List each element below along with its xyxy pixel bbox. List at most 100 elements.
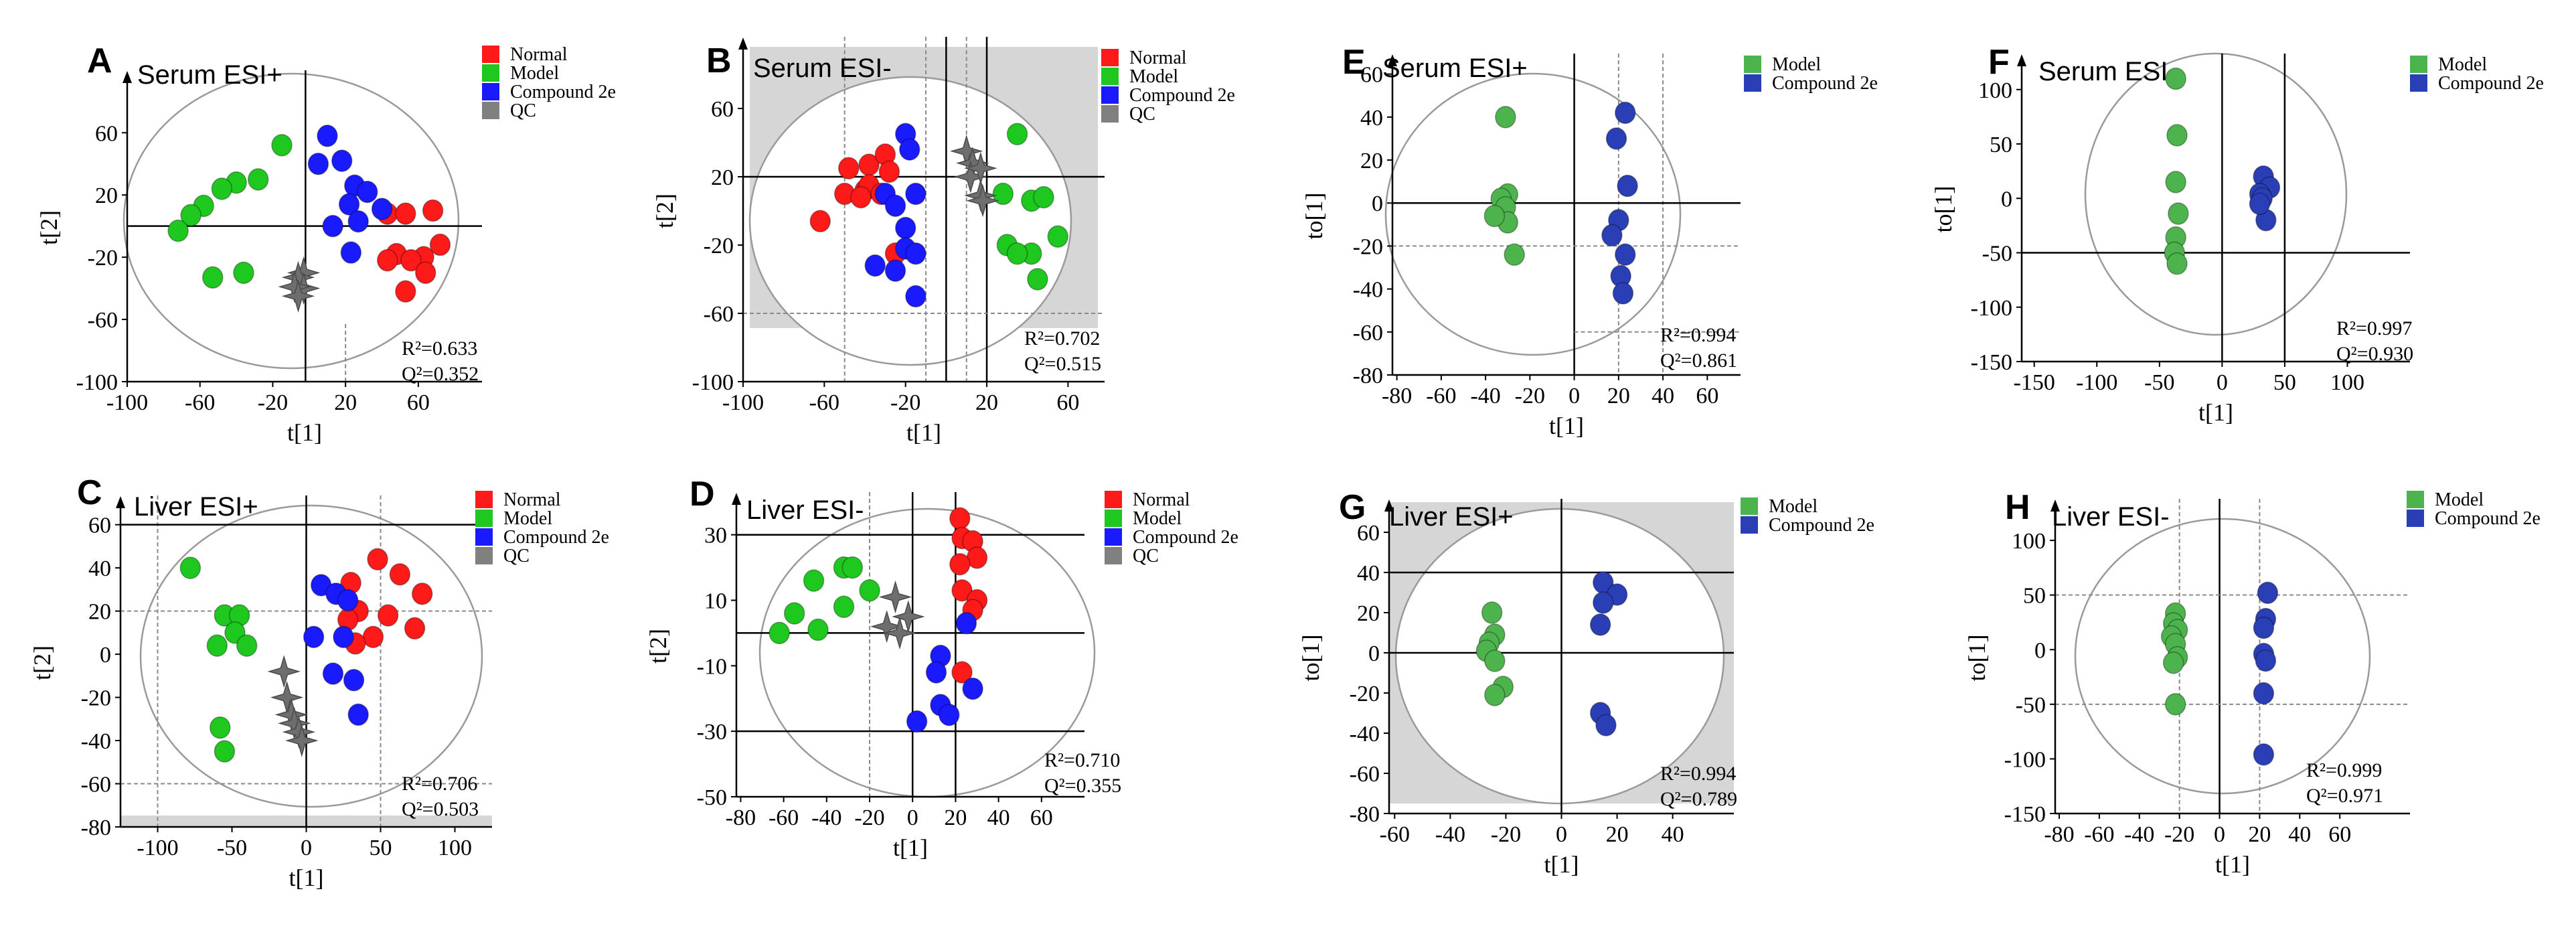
- y-axis-arrow-icon: [123, 71, 132, 83]
- x-tick-label: -60: [769, 805, 799, 830]
- scatter-point-compound-2e: [1617, 174, 1638, 198]
- y-tick-label: 60: [1360, 63, 1383, 88]
- scatter-point-compound-2e: [962, 677, 983, 700]
- y-tick-label: 40: [1357, 561, 1380, 586]
- panel-title: Liver ESI-: [2052, 502, 2170, 532]
- y-tick-label: 60: [1357, 521, 1380, 546]
- x-tick-label: 20: [1607, 384, 1630, 408]
- y-tick-label: 100: [1978, 78, 2012, 103]
- x-tick-label: -20: [1515, 384, 1545, 408]
- x-tick-label: 20: [1606, 822, 1629, 847]
- scatter-point-normal: [850, 185, 872, 209]
- y-axis-arrow-icon: [1388, 54, 1397, 66]
- scatter-point-compound-2e: [1589, 613, 1611, 636]
- x-tick-label: -150: [2014, 370, 2055, 395]
- qc-star-point: [267, 655, 301, 688]
- x-tick-label: -60: [1426, 384, 1456, 408]
- legend-swatch: [1105, 491, 1122, 508]
- confidence-ellipse: [2084, 52, 2348, 336]
- scatter-point-compound-2e: [347, 703, 369, 726]
- scatter-point-model: [769, 621, 790, 645]
- y-tick-label: -20: [704, 234, 734, 258]
- qc-star-point: [883, 616, 916, 650]
- scatter-point-model: [2166, 124, 2188, 147]
- scatter-point-model: [803, 569, 825, 592]
- x-tick-label: 40: [1652, 384, 1674, 408]
- y-tick-label: -80: [81, 816, 111, 840]
- scatter-point-compound-2e: [331, 149, 353, 172]
- scatter-point-model: [2165, 67, 2186, 90]
- y-tick-label: -10: [697, 654, 727, 679]
- y-tick-label: -100: [1971, 296, 2012, 321]
- scatter-point-model: [211, 177, 233, 200]
- x-axis-label: t[1]: [2215, 851, 2250, 878]
- y-tick-label: 40: [1360, 106, 1383, 131]
- y-tick-label: -40: [81, 729, 111, 754]
- scatter-point-compound-2e: [340, 241, 362, 264]
- confidence-ellipse: [1394, 508, 1725, 805]
- y-tick-label: 100: [2012, 529, 2046, 554]
- scatter-point-model: [167, 219, 189, 242]
- scatter-point-model: [1504, 243, 1525, 266]
- y-tick-label: 30: [704, 524, 727, 548]
- r2-stat: R²=0.994: [1660, 324, 1736, 346]
- panel-e: -80 -60 -40 -20 0 20 40 60 60 40 20 0 -20 -40 -60 -80 t[…: [1301, 43, 1878, 439]
- x-tick-label: -80: [1382, 384, 1412, 408]
- panel-d: -80 -60 -40 -20 0 20 40 60 30 10 -10 -30 -50 t[1] t[2]…: [645, 475, 1238, 861]
- x-tick-label: -40: [2124, 822, 2154, 847]
- confidence-ellipse: [1384, 72, 1682, 356]
- y-tick-label: -100: [76, 370, 118, 395]
- y-tick-label: -20: [1353, 234, 1383, 259]
- scatter-point-normal: [429, 233, 451, 256]
- y-axis-arrow-icon: [738, 37, 748, 50]
- scatter-point-compound-2e: [1601, 224, 1623, 247]
- x-tick-label: 20: [944, 805, 967, 830]
- legend-swatch: [1744, 74, 1761, 92]
- scatter-point-normal: [377, 604, 399, 627]
- x-tick-label: -20: [890, 390, 920, 415]
- legend-label: Compound 2e: [1769, 515, 1874, 536]
- legend-swatch: [475, 528, 493, 546]
- legend-swatch: [1105, 528, 1122, 546]
- y-axis-arrow-icon: [2050, 499, 2060, 512]
- y-tick-label: -40: [1350, 722, 1380, 747]
- x-tick-label: 20: [2248, 822, 2271, 847]
- x-tick-label: 100: [438, 836, 472, 860]
- scatter-point-compound-2e: [2253, 682, 2275, 705]
- panel-h: -80 -60 -40 -20 0 20 40 60 100 50 0 -50 -100 -150 t[1]…: [1963, 488, 2541, 878]
- x-tick-label: -40: [1435, 822, 1465, 847]
- x-tick-label: -40: [1470, 384, 1500, 408]
- qc-star-point: [870, 610, 904, 643]
- scatter-point-normal: [411, 583, 433, 605]
- scatter-point-normal: [376, 249, 398, 272]
- scatter-point-model: [1495, 106, 1516, 129]
- scatter-point-normal: [878, 160, 900, 183]
- y-tick-label: -150: [2004, 802, 2046, 827]
- legend-swatch: [1101, 68, 1119, 85]
- legend-label: QC: [1129, 104, 1155, 125]
- qc-star-point: [285, 724, 319, 757]
- x-tick-label: 60: [1030, 805, 1053, 830]
- y-tick-label: -60: [1353, 321, 1383, 345]
- legend-label: QC: [503, 546, 530, 566]
- y-tick-label: -80: [1350, 802, 1380, 827]
- y-axis-label: t[2]: [35, 210, 62, 245]
- y-tick-label: 0: [1368, 641, 1380, 666]
- y-tick-label: 60: [95, 121, 118, 146]
- scatter-point-compound-2e: [905, 285, 927, 308]
- scatter-point-normal: [949, 507, 971, 530]
- scatter-point-compound-2e: [337, 589, 359, 612]
- y-tick-label: 0: [100, 643, 111, 668]
- scatter-point-compound-2e: [906, 710, 928, 733]
- panel-letter: D: [690, 475, 715, 514]
- r2-stat: R²=0.710: [1044, 749, 1120, 771]
- y-tick-label: 40: [88, 556, 111, 581]
- confidence-ellipse: [139, 504, 483, 808]
- legend-swatch: [1744, 56, 1761, 73]
- y-tick-label: -100: [2004, 747, 2046, 772]
- scatter-point-compound-2e: [317, 125, 338, 147]
- scatter-point-compound-2e: [2253, 743, 2275, 766]
- y-tick-label: -50: [697, 785, 727, 810]
